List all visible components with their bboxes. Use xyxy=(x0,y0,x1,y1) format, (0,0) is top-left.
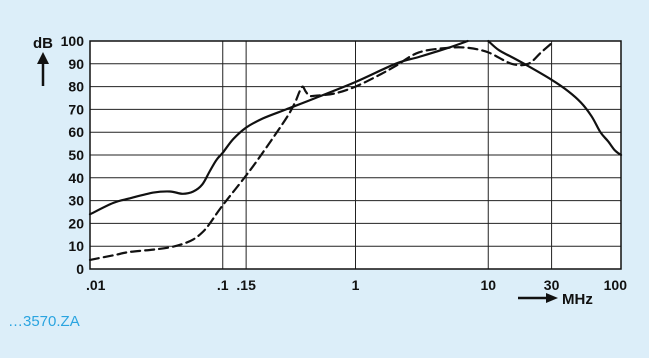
y-tick-label: 70 xyxy=(68,101,84,117)
x-tick-label: .1 xyxy=(217,277,229,293)
figure-code: …3570.ZA xyxy=(8,313,80,330)
x-axis-arrowhead xyxy=(546,293,558,303)
y-tick-label: 90 xyxy=(68,56,84,72)
axes xyxy=(89,40,622,270)
y-axis-label: dB xyxy=(33,35,53,52)
y-tick-label: 30 xyxy=(68,193,84,209)
x-tick-label: 10 xyxy=(480,277,496,293)
axis-labels: 0 10 20 30 40 50 60 70 80 90 100 .01 .1 .15 1 10 30 100 dB… xyxy=(33,33,627,308)
x-tick-label: 1 xyxy=(352,277,360,293)
y-axis-arrowhead xyxy=(37,52,49,64)
y-tick-label: 50 xyxy=(68,147,84,163)
x-axis-label: MHz xyxy=(562,291,593,308)
series-lines xyxy=(88,39,623,261)
y-tick-label: 80 xyxy=(68,79,84,95)
x-tick-label: .01 xyxy=(86,277,106,293)
y-tick-label: 20 xyxy=(68,215,84,231)
y-tick-label: 10 xyxy=(68,238,84,254)
x-tick-label: .15 xyxy=(236,277,256,293)
y-tick-label: 100 xyxy=(61,33,85,49)
plot-frame xyxy=(89,40,622,270)
solid-series-line-1 xyxy=(487,39,623,157)
grid xyxy=(89,40,622,270)
y-tick-label: 0 xyxy=(76,261,84,277)
x-tick-label: 30 xyxy=(544,277,560,293)
x-tick-label: 100 xyxy=(604,277,628,293)
y-tick-label: 40 xyxy=(68,170,84,186)
y-tick-label: 60 xyxy=(68,124,84,140)
solid-series-line-0 xyxy=(88,39,469,216)
dashed-series-line xyxy=(88,42,553,261)
